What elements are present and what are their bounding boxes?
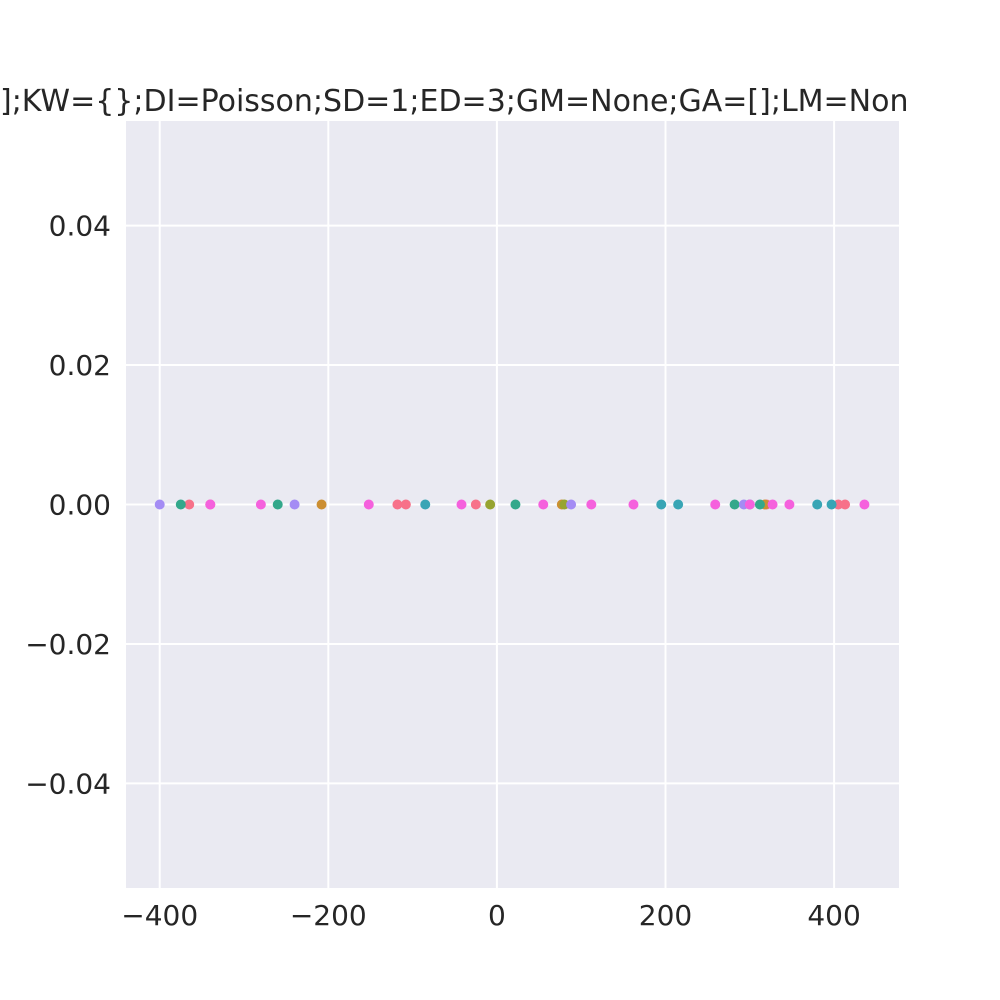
data-point [400, 499, 411, 510]
data-point [859, 499, 870, 510]
data-point [628, 499, 639, 510]
x-tick-label: 0 [488, 899, 506, 932]
y-axis-ticks: 0.04 0.02 0.00 −0.02 −0.04 [25, 210, 111, 801]
grid-lines [126, 121, 899, 888]
data-point [255, 499, 266, 510]
data-point [826, 499, 837, 510]
data-point [363, 499, 374, 510]
data-point [289, 499, 300, 510]
data-point [184, 499, 195, 510]
data-point [840, 499, 851, 510]
data-point [812, 499, 823, 510]
y-tick-label: −0.04 [25, 767, 111, 800]
data-point [154, 499, 165, 510]
y-tick-label: −0.02 [25, 628, 111, 661]
data-point [392, 499, 403, 510]
data-point [656, 499, 667, 510]
data-point [510, 499, 521, 510]
data-point [538, 499, 549, 510]
y-tick-label: 0.04 [49, 210, 111, 243]
x-tick-label: −200 [290, 899, 367, 932]
data-point [729, 499, 740, 510]
data-point [767, 499, 778, 510]
data-point [754, 499, 765, 510]
data-point [420, 499, 431, 510]
x-axis-ticks: −400 −200 0 200 400 [121, 899, 861, 932]
data-point [586, 499, 597, 510]
data-point [566, 499, 577, 510]
data-point [485, 499, 496, 510]
y-tick-label: 0.02 [49, 349, 111, 382]
data-point [784, 499, 795, 510]
data-point [470, 499, 481, 510]
data-points [154, 499, 870, 510]
x-tick-label: 400 [807, 899, 860, 932]
data-point [175, 499, 186, 510]
x-tick-label: −400 [121, 899, 198, 932]
data-point [710, 499, 721, 510]
chart-title: ];KW={};DI=Poisson;SD=1;ED=3;GM=None;GA=… [0, 84, 909, 119]
data-point [205, 499, 216, 510]
x-tick-label: 200 [639, 899, 692, 932]
data-point [673, 499, 684, 510]
y-tick-label: 0.00 [49, 489, 111, 522]
data-point [456, 499, 467, 510]
data-point [316, 499, 327, 510]
data-point [272, 499, 283, 510]
data-point [744, 499, 755, 510]
